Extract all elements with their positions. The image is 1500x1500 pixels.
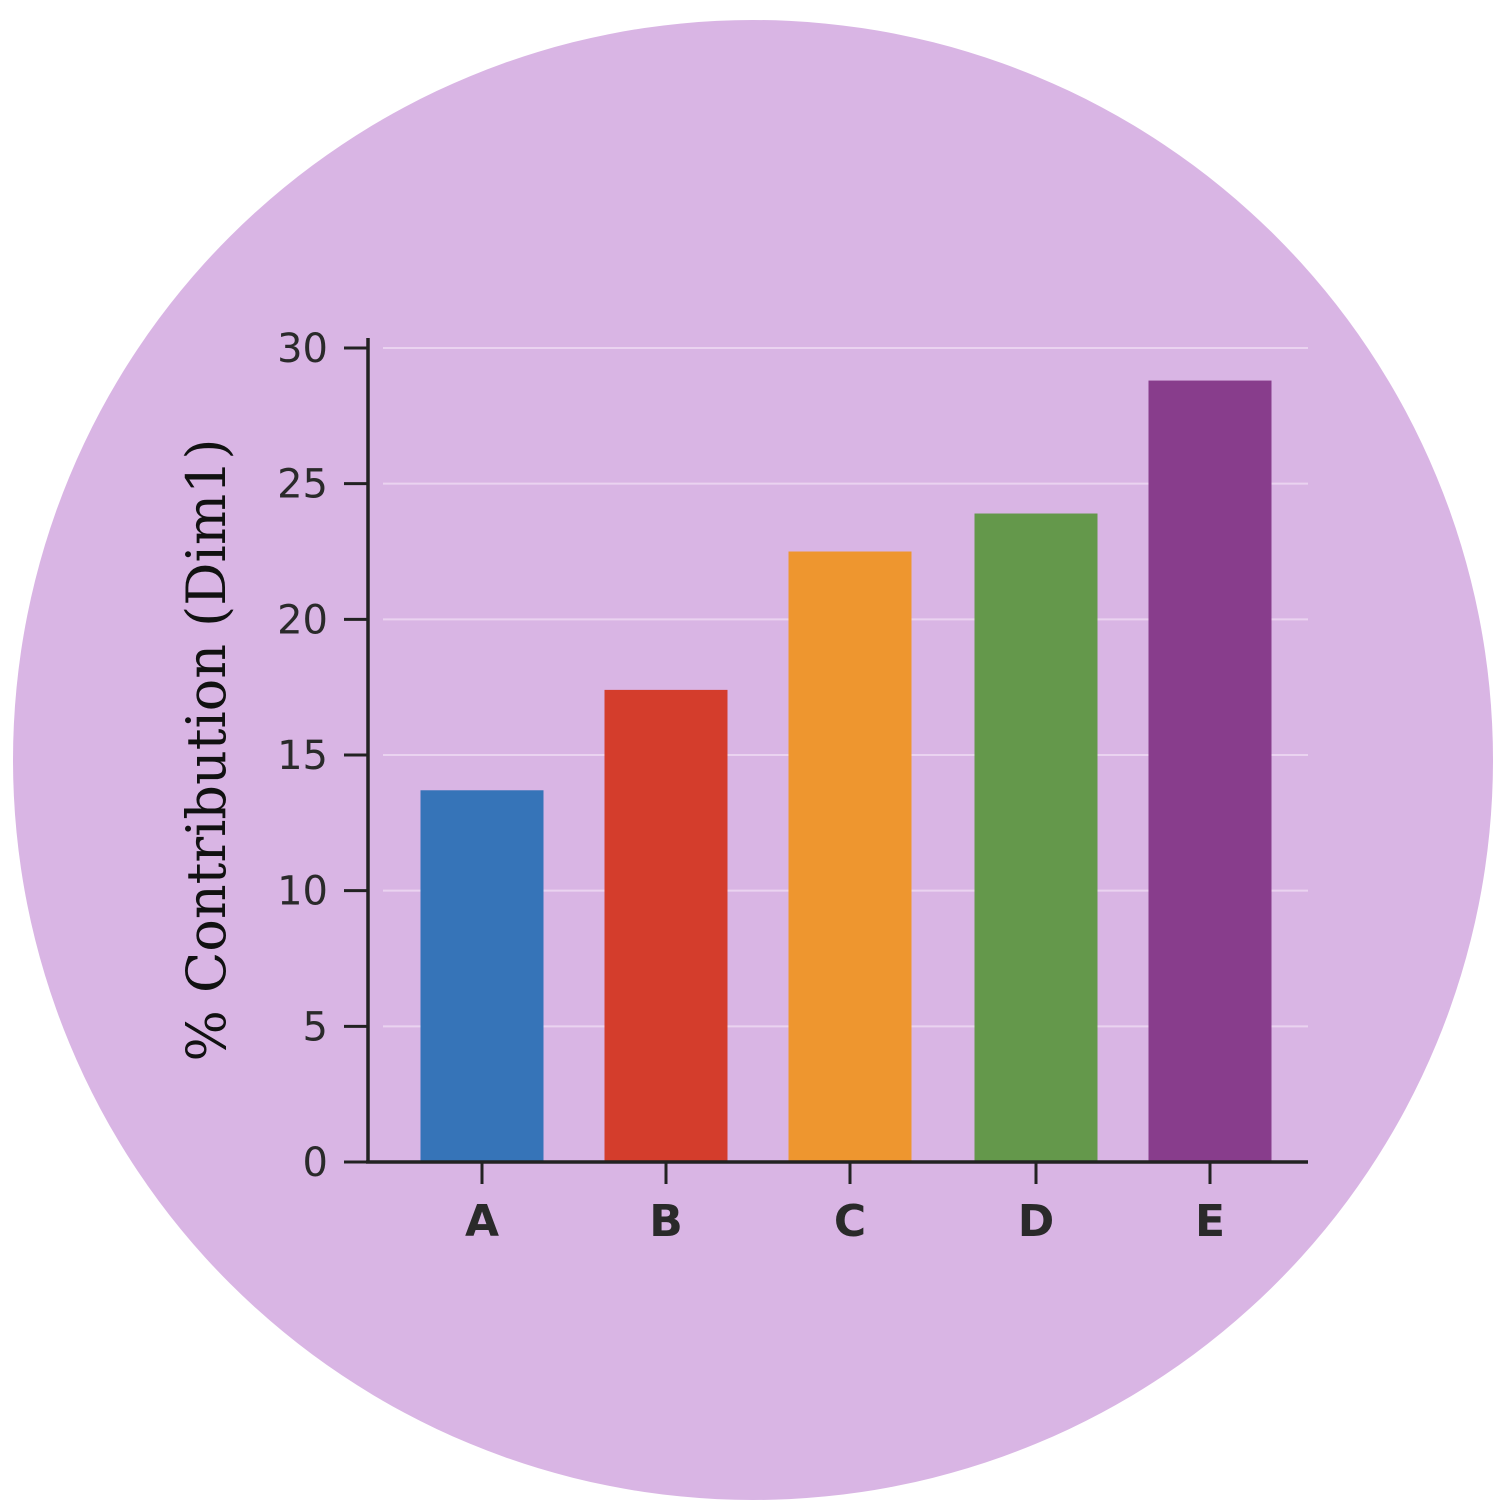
y-tick-label: 10 [277, 869, 328, 915]
x-tick-label: C [834, 1196, 866, 1247]
bar-e [1148, 380, 1272, 1162]
x-tick-label: B [649, 1196, 683, 1247]
bars [420, 380, 1272, 1162]
y-tick-label: 25 [277, 462, 328, 508]
x-tick-label: E [1195, 1196, 1225, 1247]
y-tick-label: 15 [277, 733, 328, 779]
x-tick-label: A [465, 1196, 499, 1247]
bar-b [604, 689, 728, 1162]
bar-a [420, 790, 544, 1162]
y-tick-label: 30 [277, 326, 328, 372]
y-tick-label: 5 [303, 1004, 328, 1050]
y-tick-label: 0 [303, 1140, 328, 1186]
y-axis-label: % Contribution (Dim1) [175, 439, 238, 1062]
y-tick-label: 20 [277, 597, 328, 643]
x-tick-label: D [1018, 1196, 1055, 1247]
y-ticks: 0 5 10 15 20 25 30 [277, 326, 368, 1186]
bar-c [788, 551, 912, 1162]
bar-d [974, 513, 1098, 1162]
x-ticks: A B C D E [465, 1162, 1225, 1247]
